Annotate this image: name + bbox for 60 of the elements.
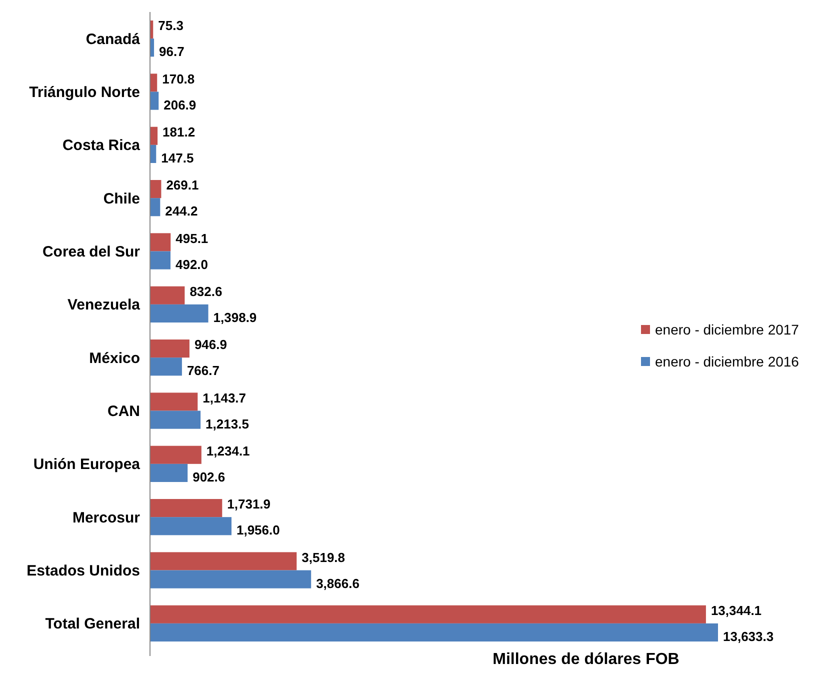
data-label: 1,234.1 xyxy=(206,443,250,458)
bar xyxy=(150,623,718,642)
y-tick-label: Venezuela xyxy=(67,296,141,314)
y-tick-label: Corea del Sur xyxy=(42,244,140,260)
bar xyxy=(150,446,202,464)
bar xyxy=(150,286,185,304)
bar xyxy=(150,605,706,624)
x-axis-title: Millones de dólares FOB xyxy=(492,651,680,668)
data-label: 1,956.0 xyxy=(236,522,280,538)
y-tick-label: Estados Unidos xyxy=(26,562,140,580)
bar xyxy=(150,392,198,411)
data-label: 3,866.6 xyxy=(316,576,360,591)
bar xyxy=(150,92,159,110)
legend-label: enero - diciembre 2016 xyxy=(655,353,800,370)
data-label: 13,633.3 xyxy=(723,629,774,644)
bar xyxy=(150,74,158,92)
y-tick-label: Chile xyxy=(103,190,140,208)
data-label: 766.7 xyxy=(186,363,220,378)
data-label: 1,731.9 xyxy=(227,496,271,512)
data-label: 832.6 xyxy=(190,284,222,299)
data-label: 96.7 xyxy=(159,44,184,60)
bar xyxy=(150,499,222,518)
data-label: 170.8 xyxy=(162,71,195,86)
bar xyxy=(150,464,188,482)
data-label: 495.1 xyxy=(176,230,208,246)
bar xyxy=(150,304,208,322)
data-label: 13,344.1 xyxy=(710,602,762,618)
data-label: 206.9 xyxy=(164,97,196,112)
bar xyxy=(150,126,158,145)
data-label: 269.1 xyxy=(166,178,199,193)
bar xyxy=(150,251,170,270)
data-label: 492.0 xyxy=(176,256,208,272)
bar xyxy=(150,198,160,216)
bar xyxy=(150,180,162,198)
bar xyxy=(150,233,171,252)
y-tick-label: Mercosur xyxy=(72,509,140,526)
data-label: 946.9 xyxy=(194,337,227,352)
bar xyxy=(150,340,190,358)
y-tick-label: Triángulo Norte xyxy=(29,84,140,101)
data-label: 147.5 xyxy=(161,150,194,166)
data-label: 244.2 xyxy=(165,204,198,219)
bar xyxy=(150,410,201,429)
y-tick-label: Total General xyxy=(45,616,140,633)
data-label: 1,143.7 xyxy=(202,390,246,406)
y-tick-label: Costa Rica xyxy=(62,137,141,154)
legend-label: enero - diciembre 2017 xyxy=(655,321,800,338)
data-label: 1,213.5 xyxy=(206,416,249,432)
bar xyxy=(150,517,232,536)
data-label: 902.6 xyxy=(192,470,226,485)
y-tick-label: México xyxy=(89,350,140,367)
data-label: 3,519.8 xyxy=(302,550,346,565)
data-label: 181.2 xyxy=(162,124,196,140)
bar xyxy=(150,552,297,570)
y-tick-label: CAN xyxy=(108,403,140,420)
data-label: 1,398.9 xyxy=(213,310,257,326)
bar xyxy=(150,358,182,376)
y-tick-label: Canadá xyxy=(86,30,141,48)
bar xyxy=(150,570,312,588)
y-tick-label: Unión Europea xyxy=(33,456,141,474)
data-label: 75.3 xyxy=(158,18,184,34)
